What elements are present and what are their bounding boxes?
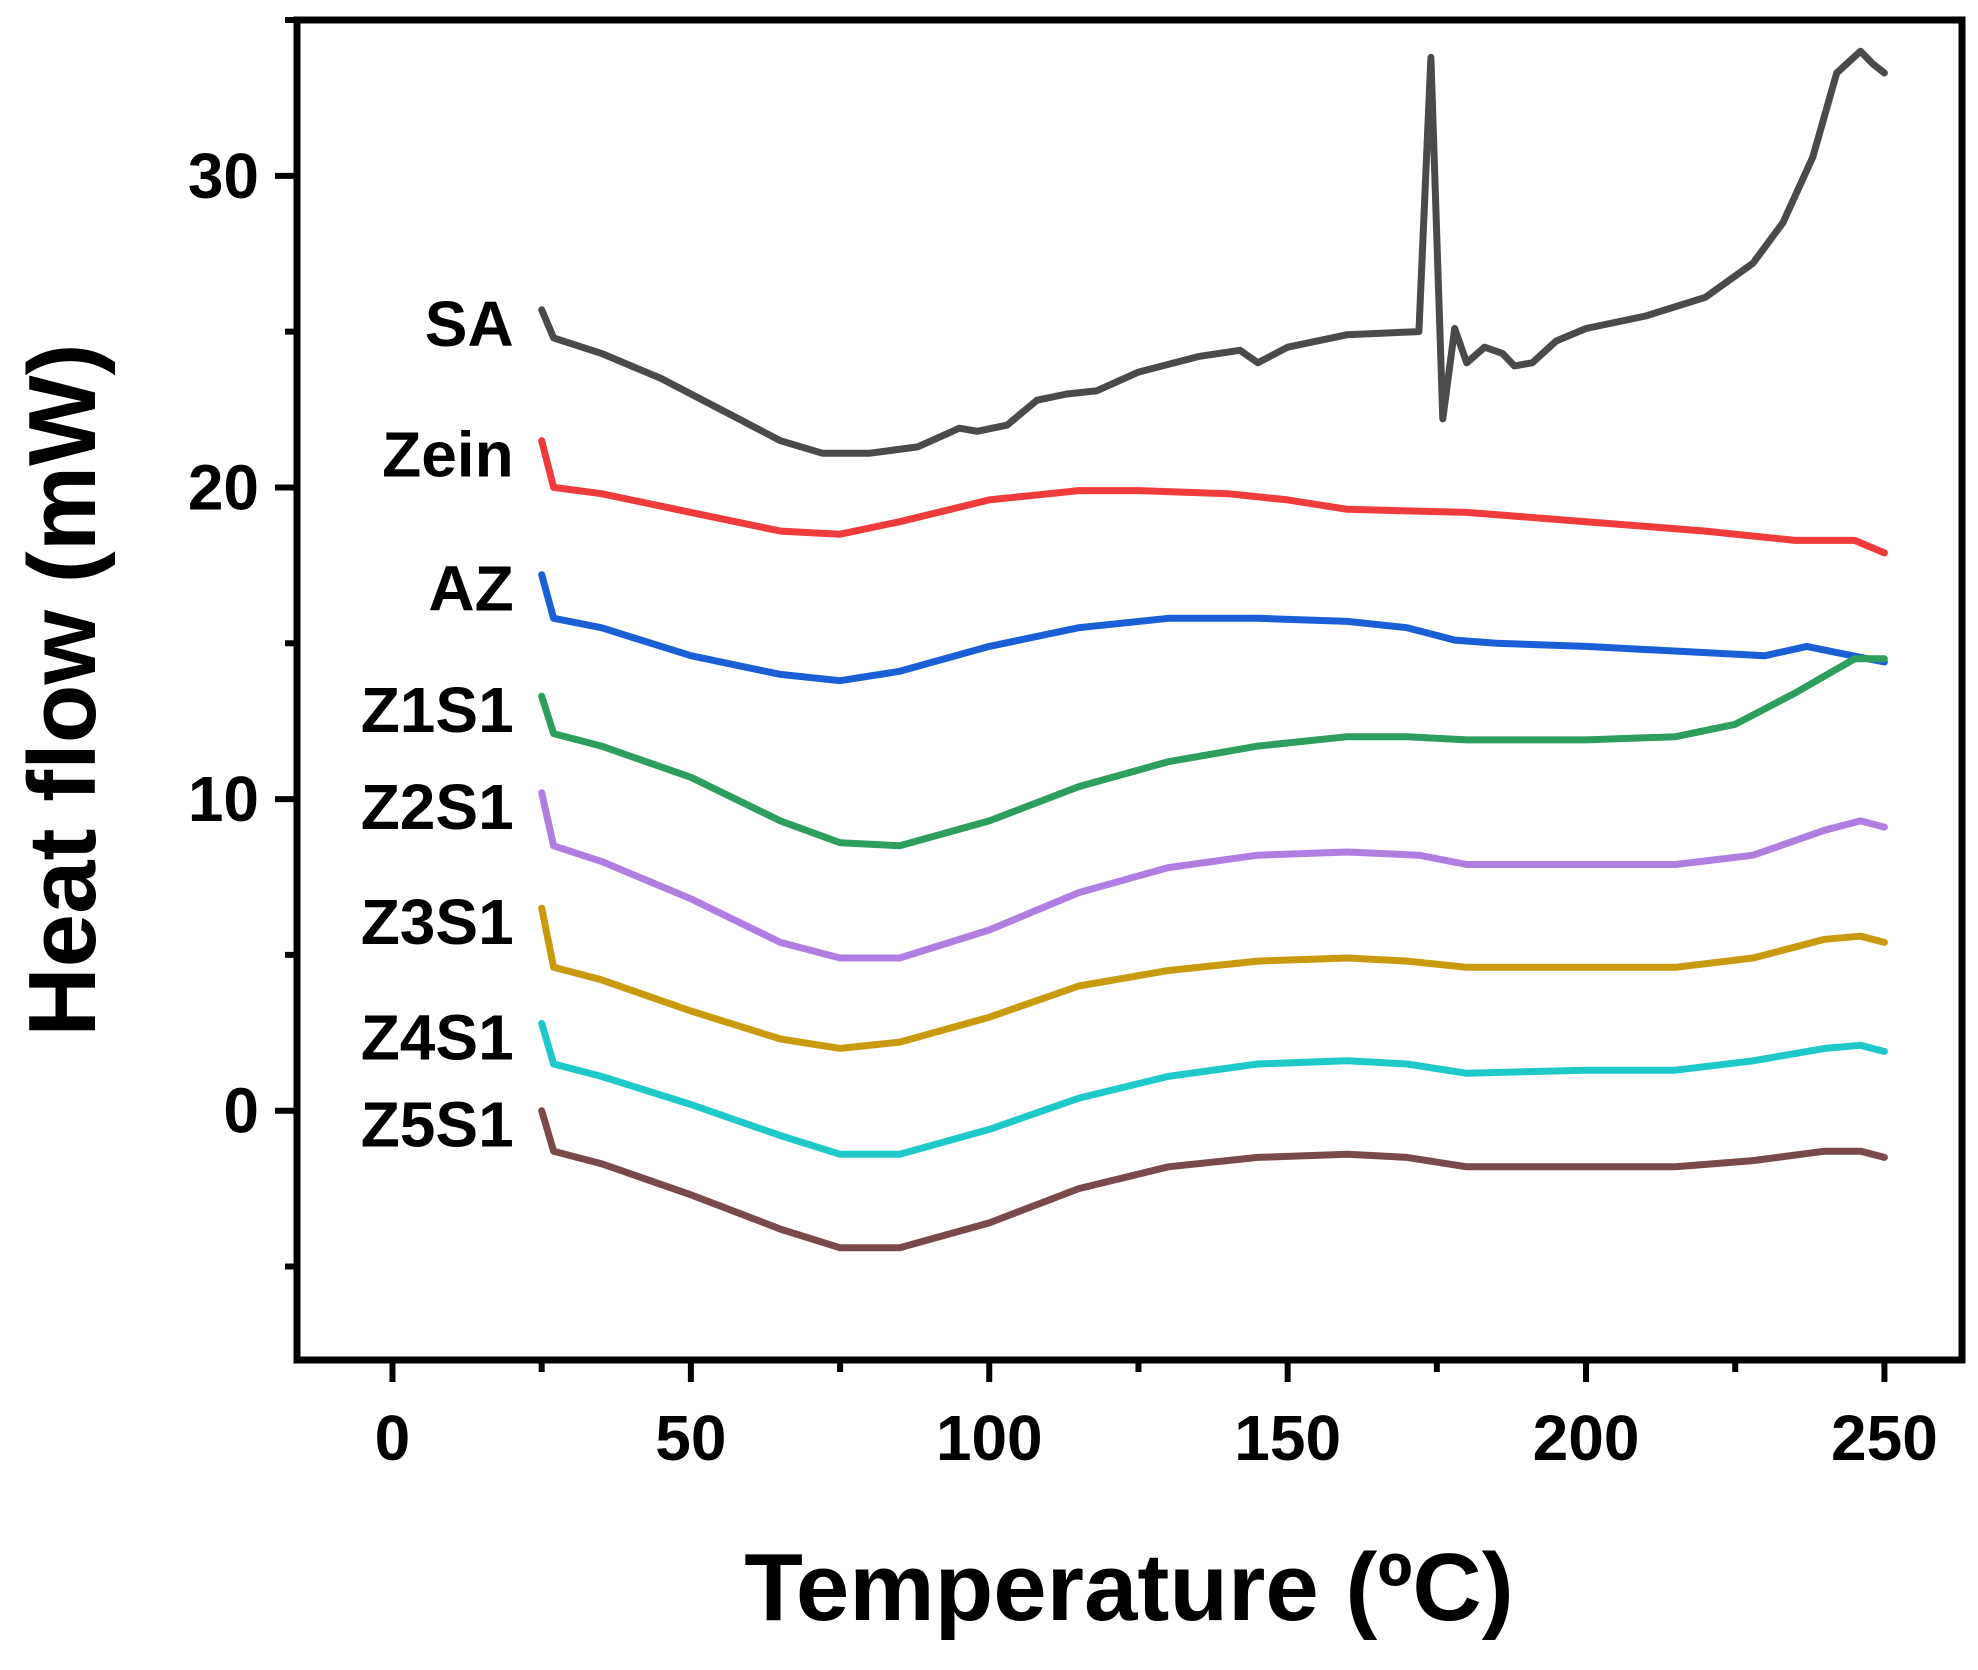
y-axis: 0 10 20 30 <box>188 17 297 1270</box>
series-label-z1s1: Z1S1 <box>361 674 514 746</box>
y-axis-title: Heat flow (mW) <box>9 343 116 1036</box>
x-tick-label: 50 <box>655 1402 726 1474</box>
x-tick-label: 100 <box>936 1402 1043 1474</box>
series-line-az <box>538 571 1888 685</box>
series-line-zein <box>538 437 1888 557</box>
series-lines <box>538 47 1888 1252</box>
series-line-z1s1 <box>538 655 1888 850</box>
series-line-z5s1 <box>538 1107 1888 1252</box>
x-tick-label: 250 <box>1831 1402 1938 1474</box>
series-label-z4s1: Z4S1 <box>361 1001 514 1073</box>
y-tick-label: 30 <box>188 140 259 212</box>
series-line-z4s1 <box>538 1019 1888 1158</box>
series-label-az: AZ <box>428 553 513 625</box>
x-tick-label: 150 <box>1234 1402 1341 1474</box>
series-line-z3s1 <box>538 904 1888 1052</box>
y-tick-label: 20 <box>188 451 259 523</box>
x-axis-title: Temperature (ºC) <box>744 1534 1513 1641</box>
series-label-z5s1: Z5S1 <box>361 1089 514 1161</box>
series-line-z2s1 <box>538 789 1888 962</box>
series-line-sa <box>538 47 1888 457</box>
x-axis: 0 50 100 150 200 250 <box>375 1360 1938 1474</box>
plot-frame <box>293 16 1966 1364</box>
series-label-zein: Zein <box>382 419 514 491</box>
y-tick-label: 0 <box>223 1075 259 1147</box>
series-label-z3s1: Z3S1 <box>361 886 514 958</box>
x-tick-label: 200 <box>1533 1402 1640 1474</box>
y-tick-label: 10 <box>188 763 259 835</box>
series-labels: SA Zein AZ Z1S1 Z2S1 Z3S1 Z4S1 Z5S1 <box>361 288 514 1161</box>
series-label-sa: SA <box>425 288 514 360</box>
series-label-z2s1: Z2S1 <box>361 771 514 843</box>
x-tick-label: 0 <box>375 1402 411 1474</box>
